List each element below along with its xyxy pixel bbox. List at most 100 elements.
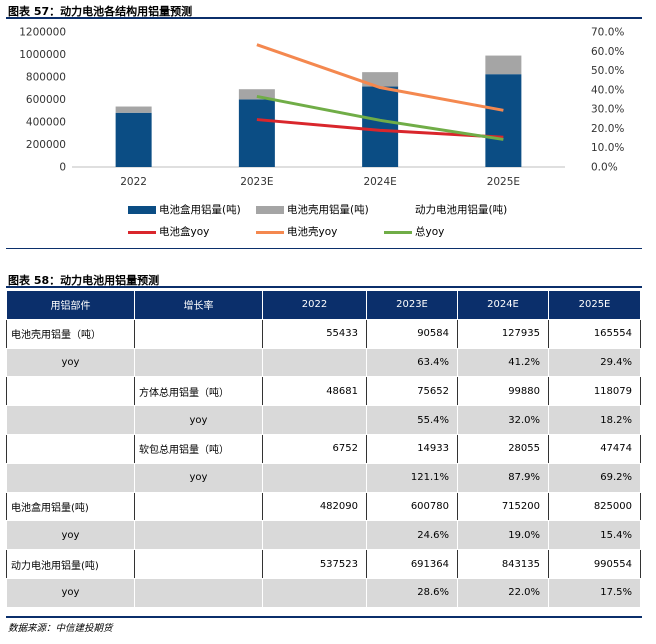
title-rule [6,286,642,288]
cell-value: 75652 [366,376,458,407]
legend-swatch [384,230,412,234]
y-right-tick-label: 60.0% [591,46,624,58]
cell-growth [134,318,263,349]
cell-yoy [262,347,367,378]
y-right-tick-label: 70.0% [591,27,624,39]
title-rule [6,17,642,19]
cell-component [6,433,135,464]
cell-value: 48681 [262,376,367,407]
cell-yoy: 17.5% [548,577,641,608]
cell-value: 537523 [262,549,367,579]
legend-entry: 电池壳用铝量(吨) [256,202,369,217]
y-right-tick-label: 40.0% [591,84,624,96]
cell-value: 482090 [262,491,367,522]
y-left-tick-label: 400000 [26,117,66,129]
bar-battery-box [362,86,399,167]
cell-yoy [262,577,367,608]
table-row: 电池盒用铝量(吨) 482090 600780 715200 825000 [6,491,641,522]
yoy-line-1 [256,43,504,112]
cell-yoy [262,405,367,435]
footer-rule [6,616,642,618]
legend-entry: 总yoy [384,224,444,239]
header-2023e: 2023E [366,290,458,320]
cell-value: 55433 [262,318,367,349]
figure-58-title: 图表 58：动力电池用铝量预测 [8,274,160,287]
y-left-tick-label: 600000 [26,94,66,106]
cell-value: 843135 [457,549,549,579]
aluminum-usage-table: 用铝部件 增长率 2022 2023E 2024E 2025E 电池壳用铝量（吨… [6,290,641,608]
bar-battery-case [238,89,275,100]
legend-swatch [128,206,156,214]
cell-component [6,462,135,493]
cell-growth [134,347,263,378]
legend-label: 电池壳yoy [287,226,338,238]
cell-growth [134,549,263,579]
legend-swatch [128,230,156,234]
y-left-tick-label: 1000000 [19,49,66,61]
y-left-tick-label: 200000 [26,139,66,151]
y-left-tick-label: 1200000 [19,27,66,39]
figure-57-title: 图表 57：动力电池各结构用铝量预测 [8,5,193,18]
cell-growth: yoy [134,405,263,435]
cell-value: 715200 [457,491,549,522]
y-right-tick-label: 50.0% [591,65,624,77]
cell-yoy: 121.1% [366,462,458,493]
cell-component: yoy [6,577,135,608]
cell-component: 电池壳用铝量（吨） [6,318,135,349]
cell-component [6,405,135,435]
cell-growth [134,491,263,522]
table-row: 方体总用铝量（吨） 48681 75652 99880 118079 [6,376,641,407]
cell-growth: 方体总用铝量（吨） [134,376,263,407]
header-component: 用铝部件 [6,290,135,320]
cell-yoy: 24.6% [366,520,458,551]
bar-battery-box [115,112,152,167]
table-row: yoy 121.1% 87.9% 69.2% [6,462,641,493]
y-right-tick-label: 20.0% [591,123,624,135]
cell-yoy: 18.2% [548,405,641,435]
y-left-tick-label: 800000 [26,72,66,84]
cell-value: 6752 [262,433,367,464]
legend-label: 电池盒yoy [159,226,210,238]
table-row: yoy 24.6% 19.0% 15.4% [6,520,641,551]
cell-yoy [262,462,367,493]
cell-value: 825000 [548,491,641,522]
header-2025e: 2025E [548,290,641,320]
cell-component: 电池盒用铝量(吨) [6,491,135,522]
y-right-tick-label: 0.0% [591,162,618,174]
legend-entry: 电池盒用铝量(吨) [128,202,241,217]
cell-yoy: 15.4% [548,520,641,551]
cell-value: 691364 [366,549,458,579]
header-growth: 增长率 [134,290,263,320]
cell-value: 14933 [366,433,458,464]
aluminum-usage-chart: 0 200000 400000 600000 800000 1000000 1200000 0… [19,27,624,189]
cell-growth [134,520,263,551]
cell-yoy [262,520,367,551]
cell-value: 99880 [457,376,549,407]
table-header-row: 用铝部件 增长率 2022 2023E 2024E 2025E [6,290,641,320]
cell-value: 28055 [457,433,549,464]
bar-battery-box [485,74,522,167]
cell-value: 990554 [548,549,641,579]
y-right-tick-label: 30.0% [591,104,624,116]
yoy-line-2 [256,94,504,141]
yoy-line-0 [256,118,504,139]
cell-yoy: 22.0% [457,577,549,608]
table-row: 软包总用铝量（吨） 6752 14933 28055 47474 [6,433,641,464]
x-tick-label: 2024E [363,176,396,188]
cell-yoy: 63.4% [366,347,458,378]
cell-yoy: 55.4% [366,405,458,435]
cell-component: yoy [6,520,135,551]
legend-label: 总yoy [415,226,445,238]
bar-battery-case [115,106,152,113]
bar-battery-case [485,55,522,75]
table-row: yoy 55.4% 32.0% 18.2% [6,405,641,435]
section-divider [6,248,642,249]
cell-value: 165554 [548,318,641,349]
legend-label: 电池盒用铝量(吨) [159,204,241,216]
table-row: yoy 63.4% 41.2% 29.4% [6,347,641,378]
y-right-tick-label: 10.0% [591,142,624,154]
cell-value: 118079 [548,376,641,407]
legend-entry: 动力电池用铝量(吨) [384,202,507,217]
table-row: yoy 28.6% 22.0% 17.5% [6,577,641,608]
legend-swatch [256,206,284,214]
